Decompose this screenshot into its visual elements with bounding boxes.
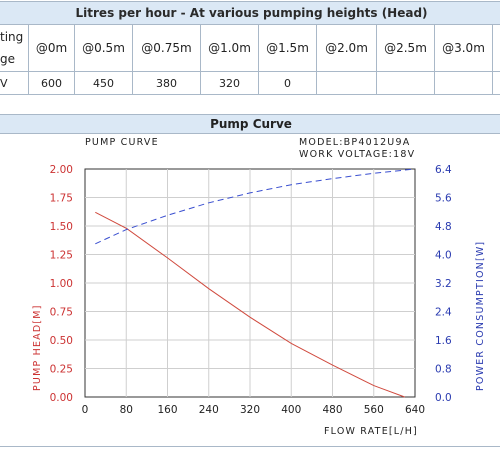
x-tick-label: 160 bbox=[157, 404, 177, 416]
value-cell: 0 bbox=[258, 71, 317, 95]
value-cell: 380 bbox=[132, 71, 201, 95]
value-cell: 320 bbox=[200, 71, 259, 95]
x-tick-label: 640 bbox=[405, 404, 425, 416]
value-cell bbox=[376, 71, 435, 95]
value-cell: 450 bbox=[74, 71, 133, 95]
y-left-tick-label: 0.75 bbox=[50, 307, 73, 319]
value-cell-empty bbox=[491, 71, 500, 95]
x-tick-label: 80 bbox=[120, 404, 133, 416]
x-tick-label: 560 bbox=[364, 404, 384, 416]
header-cell: @3.0m bbox=[434, 24, 493, 72]
x-tick-label: 240 bbox=[199, 404, 219, 416]
y-left-tick-label: 1.00 bbox=[50, 278, 73, 290]
header-cell: @0.5m bbox=[74, 24, 133, 72]
chart-panel: PUMP CURVE MODEL:BP4012U9A WORK VOLTAGE:… bbox=[0, 133, 500, 447]
y-axis-left-label: PUMP HEAD[M] bbox=[32, 304, 43, 391]
header-cell: @0.75m bbox=[132, 24, 201, 72]
header-cell: @1.5m bbox=[258, 24, 317, 72]
y-right-tick-label: 4.0 bbox=[435, 250, 452, 262]
y-left-tick-label: 0.00 bbox=[50, 392, 73, 404]
header-cell: @1.0m bbox=[200, 24, 259, 72]
chart-model: MODEL:BP4012U9A bbox=[299, 137, 410, 148]
y-right-tick-label: 1.6 bbox=[435, 335, 452, 347]
y-right-tick-label: 2.4 bbox=[435, 307, 452, 319]
chart-voltage: WORK VOLTAGE:18V bbox=[299, 149, 415, 160]
chart-title: PUMP CURVE bbox=[85, 137, 159, 148]
y-right-tick-label: 5.6 bbox=[435, 193, 452, 205]
row-label-line-1: ting bbox=[0, 30, 24, 44]
row-label-line-2: ge bbox=[0, 52, 15, 66]
x-axis-label: FLOW RATE[L/H] bbox=[324, 426, 418, 437]
pump-head-line bbox=[95, 211, 405, 398]
value-cell: 600 bbox=[28, 71, 75, 95]
y-left-tick-label: 0.50 bbox=[50, 335, 73, 347]
y-right-tick-label: 6.4 bbox=[435, 164, 452, 176]
y-left-tick-label: 1.75 bbox=[50, 193, 73, 205]
power-consumption-line bbox=[95, 168, 416, 245]
y-axis-right-label: POWER CONSUMPTION[W] bbox=[475, 241, 486, 391]
value-cell bbox=[316, 71, 377, 95]
value-row-label: V bbox=[0, 71, 29, 95]
y-left-tick-label: 0.25 bbox=[50, 364, 73, 376]
row-label-cell: ting ge bbox=[0, 24, 29, 72]
y-left-tick-label: 1.25 bbox=[50, 250, 73, 262]
y-left-tick-label: 2.00 bbox=[50, 164, 73, 176]
x-tick-label: 0 bbox=[82, 404, 89, 416]
x-tick-label: 480 bbox=[322, 404, 342, 416]
header-cell-empty bbox=[491, 24, 500, 72]
header-cell: @0m bbox=[28, 24, 75, 72]
y-left-tick-label: 1.50 bbox=[50, 221, 73, 233]
section-header: Pump Curve bbox=[0, 114, 500, 134]
pump-flow-table: Litres per hour - At various pumping hei… bbox=[0, 1, 500, 95]
value-cell bbox=[434, 71, 493, 95]
table-title: Litres per hour - At various pumping hei… bbox=[0, 1, 500, 25]
y-right-tick-label: 0.0 bbox=[435, 392, 452, 404]
y-right-tick-label: 4.8 bbox=[435, 221, 452, 233]
x-tick-label: 400 bbox=[281, 404, 301, 416]
pump-curve-chart: PUMP CURVE MODEL:BP4012U9A WORK VOLTAGE:… bbox=[32, 137, 486, 437]
y-right-tick-label: 3.2 bbox=[435, 278, 452, 290]
x-tick-label: 320 bbox=[240, 404, 260, 416]
y-right-tick-label: 0.8 bbox=[435, 364, 452, 376]
header-cell: @2.0m bbox=[316, 24, 377, 72]
header-cell: @2.5m bbox=[376, 24, 435, 72]
